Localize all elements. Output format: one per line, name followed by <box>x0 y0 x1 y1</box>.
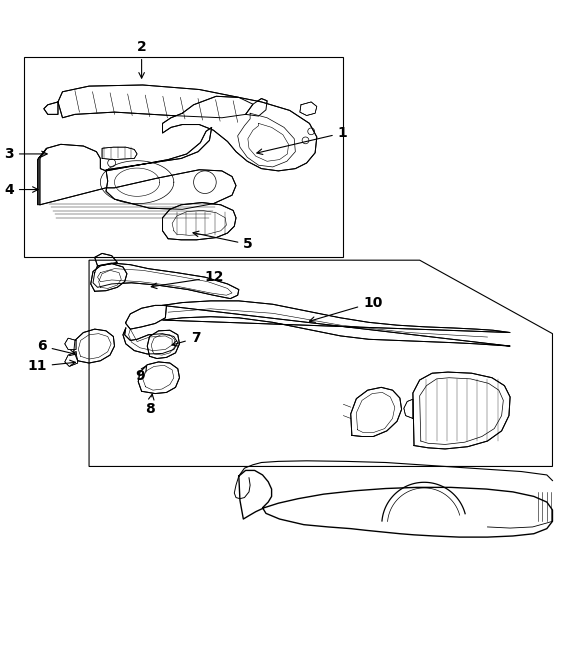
Text: 11: 11 <box>27 359 76 373</box>
Text: 2: 2 <box>137 40 147 78</box>
Text: 9: 9 <box>135 365 147 383</box>
Polygon shape <box>404 400 413 419</box>
Polygon shape <box>126 306 166 329</box>
Text: 4: 4 <box>4 182 38 197</box>
Text: 6: 6 <box>37 339 76 356</box>
Polygon shape <box>58 85 253 118</box>
Text: 3: 3 <box>5 147 47 161</box>
Polygon shape <box>300 102 317 115</box>
Text: 1: 1 <box>257 126 348 154</box>
Polygon shape <box>65 338 76 350</box>
Polygon shape <box>102 147 137 159</box>
Polygon shape <box>93 263 239 298</box>
Polygon shape <box>40 127 236 209</box>
Polygon shape <box>44 102 58 114</box>
Polygon shape <box>65 352 78 367</box>
Polygon shape <box>95 253 118 266</box>
Polygon shape <box>123 328 178 354</box>
Polygon shape <box>91 264 127 291</box>
Polygon shape <box>74 329 115 363</box>
Polygon shape <box>350 387 402 436</box>
Polygon shape <box>162 96 317 171</box>
Polygon shape <box>162 203 236 240</box>
Polygon shape <box>162 301 510 346</box>
Text: 12: 12 <box>151 270 224 289</box>
Text: 7: 7 <box>172 331 201 346</box>
Text: 8: 8 <box>145 394 154 417</box>
Bar <box>24 56 344 257</box>
Polygon shape <box>37 148 47 205</box>
Text: 5: 5 <box>193 231 253 251</box>
Polygon shape <box>413 372 510 449</box>
Text: 10: 10 <box>310 296 382 322</box>
Polygon shape <box>147 330 179 359</box>
Polygon shape <box>138 362 179 394</box>
Polygon shape <box>245 98 267 116</box>
